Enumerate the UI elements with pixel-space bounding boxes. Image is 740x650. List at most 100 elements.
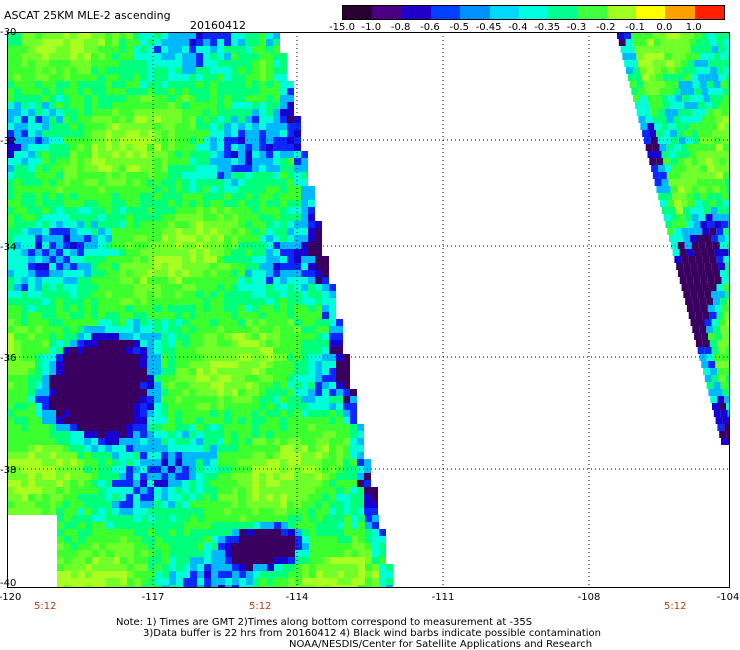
swath-cell (21, 32, 28, 39)
swath-cell (246, 550, 253, 557)
swath-cell (238, 480, 245, 487)
swath-cell (287, 277, 294, 284)
swath-cell (281, 550, 288, 557)
swath-cell (253, 585, 260, 588)
swath-cell (56, 431, 63, 438)
swath-cell (210, 123, 217, 130)
swath-cell (337, 543, 344, 550)
swath-cell (315, 221, 322, 228)
colorbar (342, 5, 725, 20)
swath-cell (155, 543, 162, 550)
swath-cell (70, 340, 77, 347)
swath-cell (631, 60, 639, 67)
swath-cell (315, 284, 322, 291)
swath-cell (365, 571, 372, 578)
swath-cell (21, 508, 28, 515)
swath-cell (288, 557, 295, 564)
swath-cell (217, 480, 224, 487)
swath-cell (224, 67, 231, 74)
swath-cell (140, 53, 147, 60)
swath-cell (91, 256, 98, 263)
swath-cell (703, 151, 711, 158)
swath-cell (713, 382, 721, 389)
swath-cell (56, 88, 63, 95)
swath-cell (266, 389, 273, 396)
swath-cell (133, 284, 140, 291)
swath-cell (722, 389, 730, 396)
swath-cell (28, 445, 35, 452)
swath-cell (273, 102, 280, 109)
swath-cell (329, 431, 336, 438)
swath-cell (252, 95, 259, 102)
swath-cell (112, 221, 119, 228)
swath-cell (196, 375, 203, 382)
swath-cell (287, 487, 294, 494)
swath-cell (259, 480, 266, 487)
swath-cell (7, 193, 14, 200)
swath-cell (42, 480, 49, 487)
swath-cell (329, 487, 336, 494)
swath-cell (710, 396, 718, 403)
swath-cell (330, 543, 337, 550)
swath-cell (91, 67, 98, 74)
swath-cell (662, 102, 670, 109)
swath-cell (210, 235, 217, 242)
swath-cell (203, 361, 210, 368)
swath-cell (259, 326, 266, 333)
swath-cell (218, 515, 225, 522)
swath-cell (98, 32, 105, 39)
swath-cell (168, 494, 175, 501)
swath-cell (351, 585, 358, 588)
swath-cell (7, 424, 14, 431)
swath-cell (280, 179, 287, 186)
swath-cell (56, 291, 63, 298)
swath-cell (140, 151, 147, 158)
swath-cell (168, 81, 175, 88)
swath-cell (176, 578, 183, 585)
swath-cell (182, 312, 189, 319)
swath-cell (57, 515, 64, 522)
swath-cell (343, 396, 350, 403)
swath-cell (695, 228, 703, 235)
swath-cell (119, 333, 126, 340)
swath-cell (654, 179, 662, 186)
swath-cell (175, 172, 182, 179)
swath-cell (14, 53, 21, 60)
swath-cell (301, 494, 308, 501)
swath-cell (344, 585, 351, 588)
swath-cell (679, 193, 687, 200)
swath-cell (224, 424, 231, 431)
swath-cell (98, 249, 105, 256)
swath-cell (119, 389, 126, 396)
swath-cell (253, 578, 260, 585)
swath-cell (350, 417, 357, 424)
swath-cell (210, 277, 217, 284)
swath-cell (133, 116, 140, 123)
swath-cell (719, 270, 727, 277)
swath-cell (670, 130, 678, 137)
swath-cell (182, 494, 189, 501)
swath-cell (7, 123, 14, 130)
swath-cell (330, 578, 337, 585)
swath-cell (63, 291, 70, 298)
swath-cell (161, 494, 168, 501)
swath-cell (663, 214, 671, 221)
swath-cell (133, 508, 140, 515)
swath-cell (724, 368, 730, 375)
swath-cell (217, 165, 224, 172)
swath-cell (77, 501, 84, 508)
swath-cell (168, 67, 175, 74)
swath-cell (689, 95, 697, 102)
swath-cell (140, 172, 147, 179)
swath-cell (120, 578, 127, 585)
swath-cell (709, 312, 717, 319)
swath-cell (281, 543, 288, 550)
swath-cell (21, 354, 28, 361)
swath-cell (7, 291, 14, 298)
swath-cell (351, 578, 358, 585)
swath-cell (147, 81, 154, 88)
swath-cell (168, 431, 175, 438)
swath-cell (624, 32, 631, 39)
swath-cell (266, 207, 273, 214)
swath-cell (677, 270, 685, 277)
